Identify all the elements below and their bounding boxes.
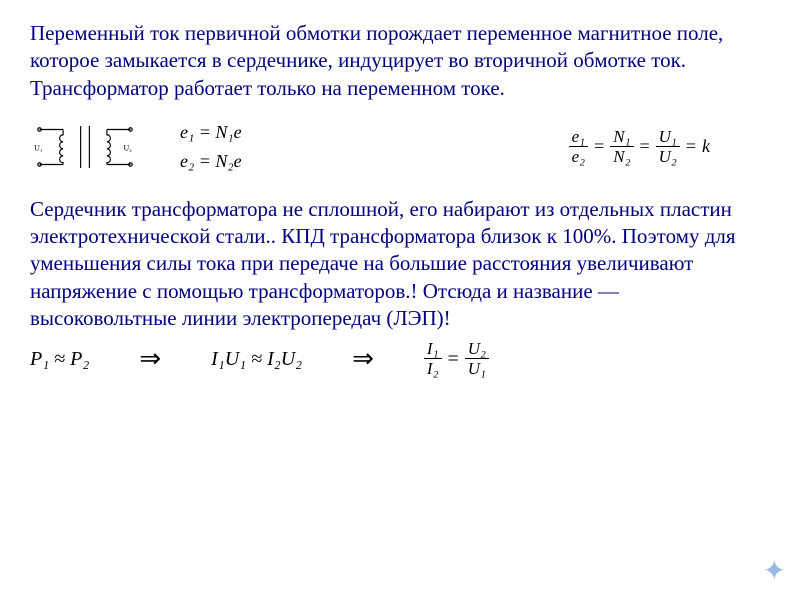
- svg-text:U₁: U₁: [34, 143, 43, 152]
- svg-text:U₂: U₂: [124, 143, 133, 152]
- ratio-equation: e₁e₂ = N₁N₂ = U₁U₂ = k: [569, 128, 710, 165]
- current-voltage-ratio: I₁I₂ = U₂U₁: [424, 340, 489, 377]
- power-approx: P₁ ≈ P₂: [30, 346, 89, 372]
- arrow-icon: ⇒: [139, 342, 161, 376]
- arrow-icon: ⇒: [352, 342, 374, 376]
- formula-block-1: U₁ U₂ e₁ = N₁e e₂ = N₂e e₁e₂ = N₁N₂ = U₁…: [30, 112, 770, 182]
- power-equation-row: P₁ ≈ P₂ ⇒ I₁U₁ ≈ I₂U₂ ⇒ I₁I₂ = U₂U₁: [30, 340, 770, 377]
- paragraph-1: Переменный ток первичной обмотки порожда…: [30, 20, 770, 102]
- paragraph-2: Сердечник трансформатора не сплошной, ег…: [30, 196, 770, 332]
- iu-approx: I₁U₁ ≈ I₂U₂: [211, 346, 302, 372]
- transformer-circuit-icon: U₁ U₂: [30, 112, 140, 182]
- star-icon: ✦: [763, 554, 786, 590]
- emf-equations: e₁ = N₁e e₂ = N₂e: [180, 121, 242, 174]
